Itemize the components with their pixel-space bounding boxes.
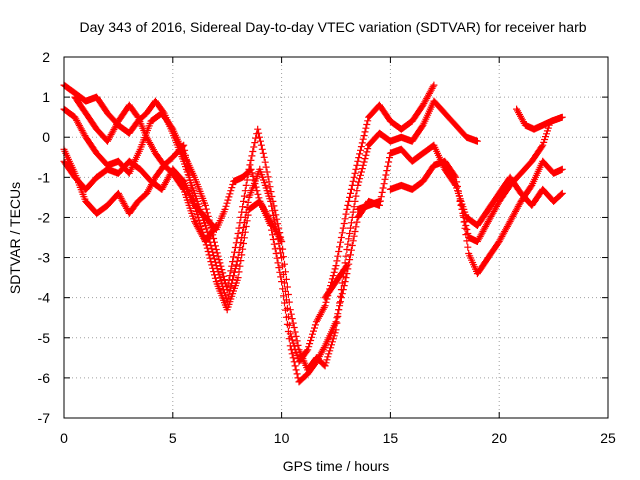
- y-tick-label: 1: [42, 89, 50, 105]
- x-tick-label: 15: [383, 430, 399, 446]
- series-track-7: [456, 121, 553, 245]
- marker-trace: [354, 197, 383, 213]
- y-tick-label: -2: [38, 209, 51, 225]
- y-tick-label: -7: [38, 410, 51, 426]
- series-track-5: [71, 93, 220, 245]
- y-tick-label: -5: [38, 330, 51, 346]
- chart-title: Day 343 of 2016, Sidereal Day-to-day VTE…: [79, 19, 586, 35]
- y-tick-label: -6: [38, 370, 51, 386]
- series-track-6: [386, 157, 566, 278]
- marker-trace: [71, 93, 220, 245]
- marker-trace: [60, 97, 481, 374]
- y-tick-label: 2: [42, 49, 50, 65]
- x-tick-label: 25: [600, 430, 616, 446]
- y-axis-label: SDTVAR / TECUs: [7, 182, 23, 294]
- y-tick-label: -3: [38, 250, 51, 266]
- marker-trace: [386, 157, 566, 278]
- marker-trace: [513, 105, 566, 133]
- series-track-2: [60, 97, 481, 374]
- x-tick-label: 10: [274, 430, 290, 446]
- data-markers: [60, 81, 566, 386]
- series-track-9: [354, 197, 383, 213]
- x-tick-label: 5: [169, 430, 177, 446]
- series-track-3: [60, 141, 566, 386]
- x-tick-labels: 0 5 10 15 20 25: [60, 430, 616, 446]
- x-tick-label: 0: [60, 430, 68, 446]
- marker-trace: [321, 262, 351, 302]
- series-track-8: [513, 105, 566, 133]
- y-tick-label: -4: [38, 290, 51, 306]
- y-tick-labels: -7 -6 -5 -4 -3 -2 -1 0 1 2: [38, 49, 51, 426]
- marker-trace: [456, 121, 553, 245]
- x-axis-label: GPS time / hours: [283, 458, 390, 474]
- marker-trace: [60, 141, 566, 386]
- series-track-10: [321, 262, 351, 302]
- y-tick-label: 0: [42, 129, 50, 145]
- plot-frame: [63, 56, 609, 419]
- x-tick-label: 20: [491, 430, 507, 446]
- y-tick-label: -1: [38, 169, 51, 185]
